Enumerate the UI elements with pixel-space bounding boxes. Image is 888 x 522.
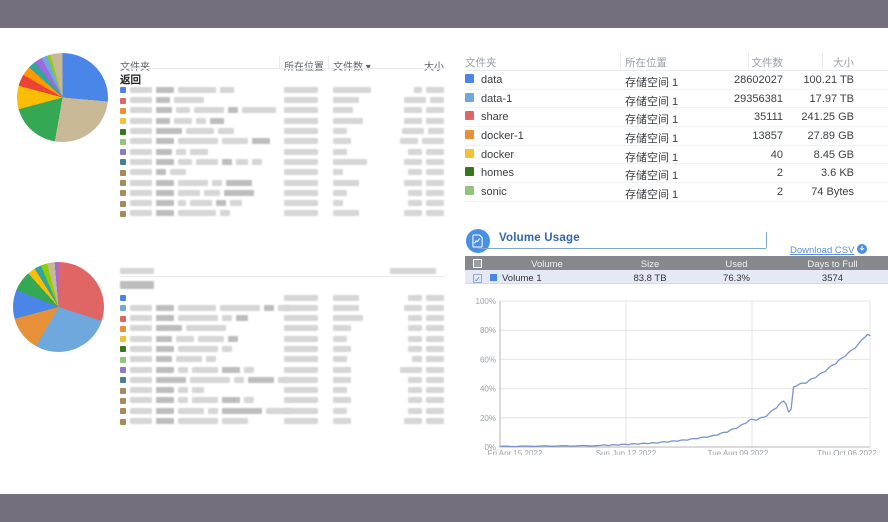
svg-text:60%: 60% — [480, 355, 496, 364]
svg-text:Tue Aug 09 2022: Tue Aug 09 2022 — [708, 449, 769, 455]
svg-text:Thu Oct 06 2022: Thu Oct 06 2022 — [817, 449, 877, 455]
svg-text:80%: 80% — [480, 326, 496, 335]
svg-text:Sun Jun 12 2022: Sun Jun 12 2022 — [596, 449, 657, 455]
svg-text:20%: 20% — [480, 414, 496, 423]
svg-text:Fri Apr 15 2022: Fri Apr 15 2022 — [488, 449, 543, 455]
svg-text:40%: 40% — [480, 385, 496, 394]
svg-text:100%: 100% — [476, 297, 496, 306]
